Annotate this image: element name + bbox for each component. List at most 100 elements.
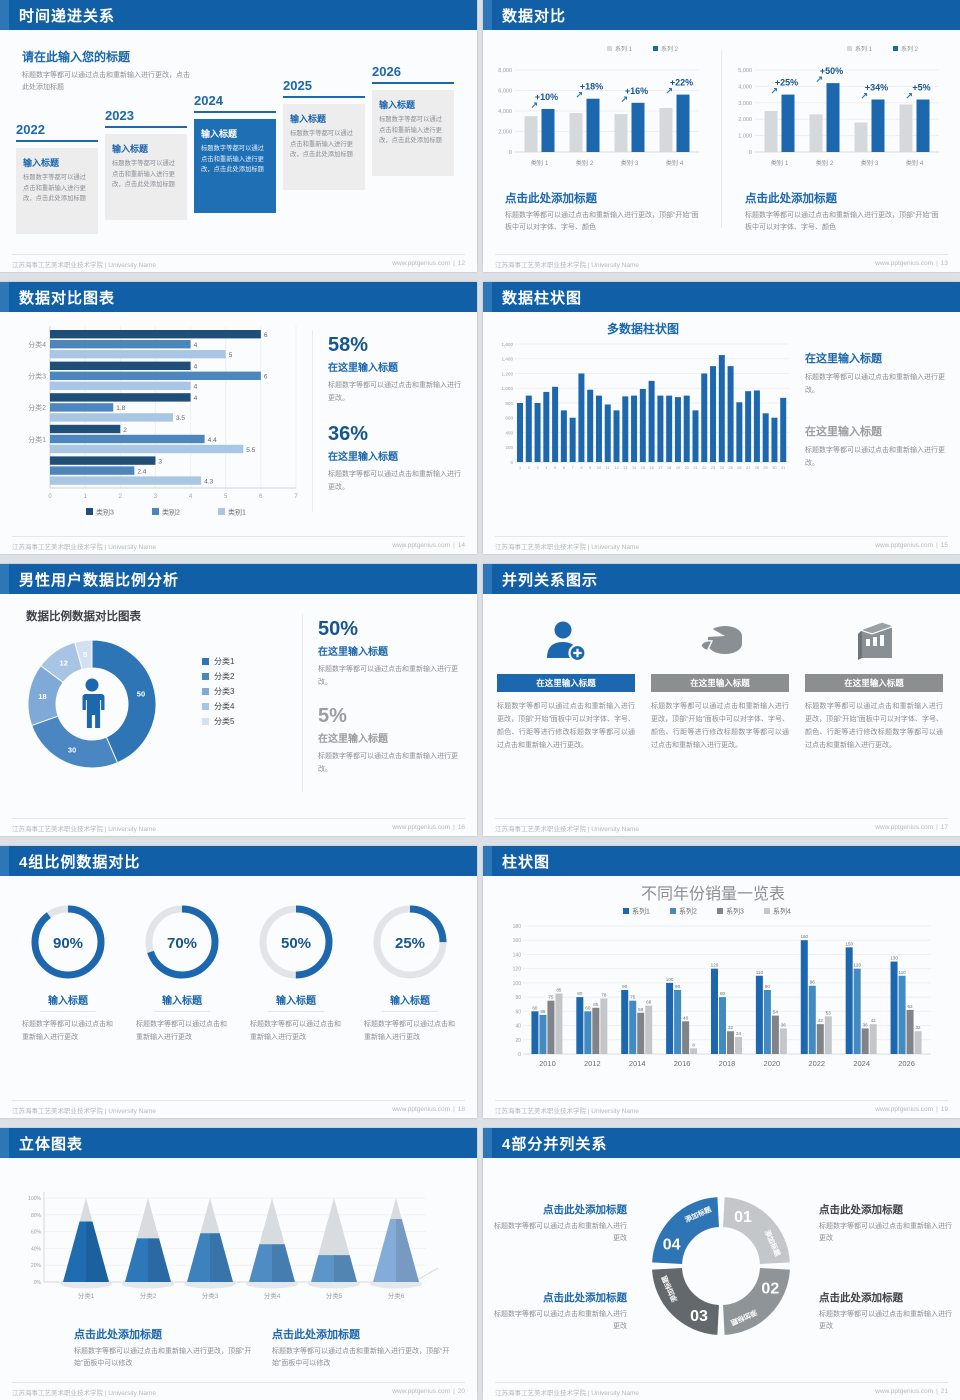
footer-page-number: 15: [940, 542, 948, 549]
caption-text: 标题数字等都可以通过点击和重新输入进行更改: [819, 1223, 952, 1243]
slide-16-male-user-ratio[interactable]: 男性用户数据比例分析 数据比例数据对比图表 50 30 18 12 5 分类1 分类2 分类…: [0, 564, 477, 836]
slide-header-bar: 4组比例数据对比: [0, 846, 477, 876]
header-accent-square: [0, 564, 9, 594]
svg-text:110: 110: [756, 970, 764, 975]
slide-21-four-part-relation[interactable]: 4部分并列关系 01 添加标题 02 添加标题 03 添加标题 04 添加标题 点击此处添加标…: [483, 1128, 960, 1400]
header-accent-square: [483, 0, 492, 30]
svg-text:24: 24: [736, 1031, 742, 1036]
svg-text:60%: 60%: [31, 1230, 42, 1236]
footer-site-page: www.pptgenius.com | 12: [392, 260, 465, 267]
progress-ring: 50%: [246, 900, 346, 984]
footer-site: www.pptgenius.com: [392, 260, 451, 267]
svg-text:↗: ↗: [531, 100, 539, 110]
header-accent-square: [483, 1128, 492, 1158]
ring-item-1: 90% 输入标题 标题数字等都可以通过点击和重新输入进行更改: [18, 900, 118, 1044]
person-add-icon: [497, 614, 635, 664]
legend-label: 分类5: [214, 717, 235, 726]
caption-block: 点击此处添加标题 标题数字等都可以通过点击和重新输入进行更改，顶部“开始”面板中…: [745, 190, 941, 235]
svg-text:180: 180: [513, 924, 522, 930]
svg-text:类别 4: 类别 4: [666, 159, 684, 167]
item-text: 标题数字等都可以通过点击和重新输入进行更改，顶部“开始”面板中可以对字体、字号、…: [651, 703, 789, 749]
slide-body: 不同年份销量一览表 0 20 40 60 80 100 120 140 160 180 系列1 系列2…: [483, 876, 960, 1100]
svg-text:1.8: 1.8: [116, 405, 125, 412]
grouped-column-chart: 0 20 40 60 80 100 120 140 160 180 系列1 系列2 系列3 系列4 60 55…: [497, 904, 937, 1088]
hbar-chart-svg: 0 1 2 3 4 5 6 7 分类4 6 4 5 分类3 4 6 4 分类2 4 1.8 3.5 分类1 2 4.4 5.5…: [28, 326, 298, 517]
svg-text:2022: 2022: [808, 1059, 825, 1068]
svg-text:分类6: 分类6: [388, 1291, 405, 1300]
footer-site-page: www.pptgenius.com | 16: [392, 824, 465, 831]
svg-text:75: 75: [630, 995, 636, 1000]
slide-title: 立体图表: [19, 1135, 84, 1153]
slide-title: 数据柱状图: [502, 289, 583, 307]
legend-swatch: [202, 703, 209, 710]
slide-12-time-progression[interactable]: 时间递进关系 请在此输入您的标题 标题数字等都可以通过点击和重新输入进行更改，点…: [0, 0, 477, 272]
svg-text:3: 3: [158, 458, 162, 465]
caption-bottom-left: 点击此处添加标题 标题数字等都可以通过点击和重新输入进行更改: [493, 1290, 627, 1334]
slide-title: 柱状图: [502, 853, 551, 871]
stat-text: 标题数字等都可以通过点击和重新输入进行更改。: [318, 666, 458, 686]
timeline-item-2025: 2025 输入标题 标题数字等都可以通过点击和重新输入进行更改，点击此处添加标题: [283, 78, 365, 190]
slide-header-bar: 时间递进关系: [0, 0, 477, 30]
svg-text:5: 5: [229, 352, 233, 359]
slide-footer: 江苏海事工艺美术职业技术学院 | University Name www.pptg…: [12, 1382, 465, 1400]
stat-title: 在这里输入标题: [318, 647, 388, 658]
svg-text:4: 4: [545, 466, 547, 470]
svg-text:160: 160: [800, 934, 808, 939]
timeline-year: 2022: [16, 122, 45, 137]
slide-17-parallel-relation[interactable]: 并列关系图示 在这里输入标题 标题数字等都可以通过点击和重新输入进行更改，顶部“…: [483, 564, 960, 836]
svg-text:系列2: 系列2: [679, 907, 697, 916]
stat-block-1: 58% 在这里输入标题 标题数字等都可以通过点击和重新输入进行更改。: [328, 334, 462, 405]
ring-title-wrap: 输入标题: [40, 984, 96, 1012]
slide-14-bar-comparison[interactable]: 数据对比图表 0 1 2 3 4 5 6 7 分类4 6 4 5 分类3 4 6 4 分类2 4 1.8 3.5 分类1…: [0, 282, 477, 554]
stat-text: 标题数字等都可以通过点击和重新输入进行更改。: [328, 471, 461, 491]
svg-text:13: 13: [623, 466, 627, 470]
item-title-bar: 在这里输入标题: [497, 674, 635, 692]
svg-text:类别 3: 类别 3: [861, 159, 879, 167]
slide-footer: 江苏海事工艺美术职业技术学院 | University Name www.pptg…: [12, 1100, 465, 1118]
svg-text:02: 02: [761, 1280, 779, 1297]
footer-site-page: www.pptgenius.com | 21: [875, 1388, 948, 1395]
footer-separator: |: [453, 1388, 455, 1395]
horizontal-bar-chart: 0 1 2 3 4 5 6 7 分类4 6 4 5 分类3 4 6 4 分类2 4 1.8 3.5 分类1 2 4.4 5.5…: [12, 322, 314, 524]
svg-text:5: 5: [224, 494, 228, 500]
svg-text:80: 80: [720, 991, 726, 996]
footer-separator: |: [936, 1106, 938, 1113]
svg-text:19: 19: [676, 466, 680, 470]
comparison-left-panel: 0 2,000 4,000 6,000 8,000 系列 1 系列 2 +10% ↗ 类别 1 +1…: [491, 38, 713, 235]
ring-text: 标题数字等都可以通过点击和重新输入进行更改: [136, 1021, 227, 1041]
footer-org: 江苏海事工艺美术职业技术学院 | University Name: [495, 1389, 639, 1397]
slide-15-column-chart[interactable]: 数据柱状图 多数据柱状图 0 200 400 600 800 1,000 1,200 1,40…: [483, 282, 960, 554]
svg-text:54: 54: [773, 1010, 779, 1015]
footer-page-number: 14: [457, 542, 465, 549]
caption-text: 标题数字等都可以通过点击和重新输入进行更改，顶部“开始”面板中可以对字体、字号、…: [745, 212, 939, 232]
svg-text:29: 29: [764, 466, 768, 470]
legend-item: 分类3: [202, 686, 234, 697]
parallel-item-2: 在这里输入标题 标题数字等都可以通过点击和重新输入进行更改，顶部“开始”面板中可…: [651, 614, 789, 753]
svg-text:3.5: 3.5: [176, 415, 185, 422]
svg-text:78: 78: [601, 993, 607, 998]
svg-text:2: 2: [123, 427, 127, 434]
svg-text:2016: 2016: [674, 1059, 691, 1068]
caption-title: 点击此处添加标题: [819, 1204, 903, 1216]
footer-org: 江苏海事工艺美术职业技术学院 | University Name: [12, 543, 156, 551]
slide-18-ratio-comparison[interactable]: 4组比例数据对比 90% 输入标题 标题数字等都可以通过点击和重新输入进行更改 …: [0, 846, 477, 1118]
header-accent-square: [0, 846, 9, 876]
svg-text:3: 3: [536, 466, 538, 470]
svg-text:80%: 80%: [31, 1213, 42, 1219]
slide-body: 请在此输入您的标题 标题数字等都可以通过点击和重新输入进行更改，点击此处添加标题…: [0, 30, 477, 254]
svg-text:类别 3: 类别 3: [621, 159, 639, 167]
svg-text:30: 30: [68, 745, 76, 754]
svg-text:60: 60: [585, 1005, 591, 1010]
svg-text:120: 120: [853, 963, 861, 968]
slide-19-column-chart[interactable]: 柱状图 不同年份销量一览表 0 20 40 60 80 100 120 140 160 180 系列…: [483, 846, 960, 1118]
slide-20-cone-chart[interactable]: 立体图表 0% 20% 40% 60% 80% 100% 分类1 分类2 分类3 分类4 分类5 分类…: [0, 1128, 477, 1400]
slide-footer: 江苏海事工艺美术职业技术学院 | University Name www.pptg…: [12, 818, 465, 836]
caption-text: 标题数字等都可以通过点击和重新输入进行更改: [494, 1311, 627, 1331]
svg-text:↗: ↗: [576, 90, 584, 100]
svg-text:18: 18: [38, 692, 46, 701]
legend-item: 分类2: [202, 671, 234, 682]
footer-site: www.pptgenius.com: [392, 1388, 451, 1395]
slide-13-data-comparison[interactable]: 数据对比 0 2,000 4,000 6,000 8,000 系列 1 系列 2 +10% ↗ 类…: [483, 0, 960, 272]
ring-title-wrap: 输入标题: [382, 984, 438, 1012]
